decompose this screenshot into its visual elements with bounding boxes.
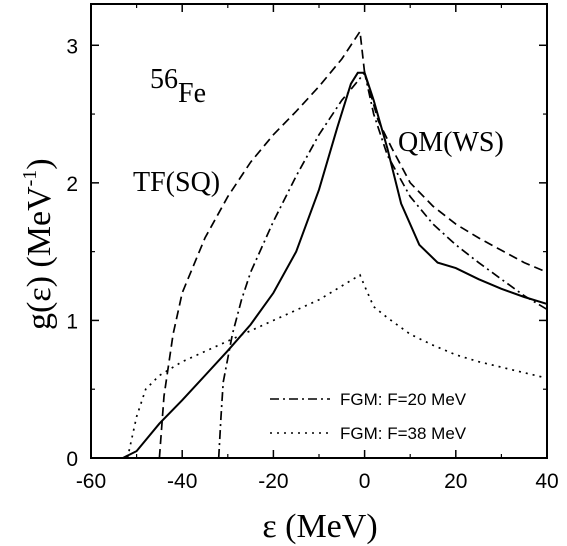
plot-frame <box>90 3 548 459</box>
x-axis-label: ε (MeV) <box>262 508 377 545</box>
legend-label-fgm-20: FGM: F=20 MeV <box>340 390 467 409</box>
curve-fgm-38 <box>126 273 548 459</box>
y-axis-label-close: ) <box>21 158 58 169</box>
y-axis-label-main: g(ε) (MeV <box>21 186 58 330</box>
y-tick-label: 1 <box>66 310 78 333</box>
x-tick-label: 40 <box>535 470 558 493</box>
curve-qm-ws <box>122 71 548 459</box>
legend-label-fgm-38: FGM: F=38 MeV <box>340 424 467 443</box>
tf-sq-label: TF(SQ) <box>133 167 220 198</box>
qm-ws-label: QM(WS) <box>398 127 504 158</box>
y-axis-label: g(ε) (MeV-1) <box>19 158 58 330</box>
nucleus-label: 56Fe <box>150 64 206 109</box>
y-tick-label: 2 <box>66 173 78 196</box>
x-tick-label: 0 <box>359 470 371 493</box>
y-tick-label: 0 <box>66 448 78 471</box>
x-tick-label: 20 <box>444 470 467 493</box>
x-tick-label: -40 <box>167 470 197 493</box>
nucleus-symbol: Fe <box>178 78 206 109</box>
x-tick-label: -60 <box>76 470 106 493</box>
nucleus-mass-number: 56 <box>150 64 178 95</box>
legend: FGM: F=20 MeV FGM: F=38 MeV <box>270 390 467 443</box>
curve-fgm-20 <box>217 70 548 459</box>
x-tick-label: -20 <box>258 470 288 493</box>
y-tick-label: 3 <box>66 35 78 58</box>
y-axis-label-sup: -1 <box>19 170 41 187</box>
curve-tf-sq <box>158 29 548 459</box>
